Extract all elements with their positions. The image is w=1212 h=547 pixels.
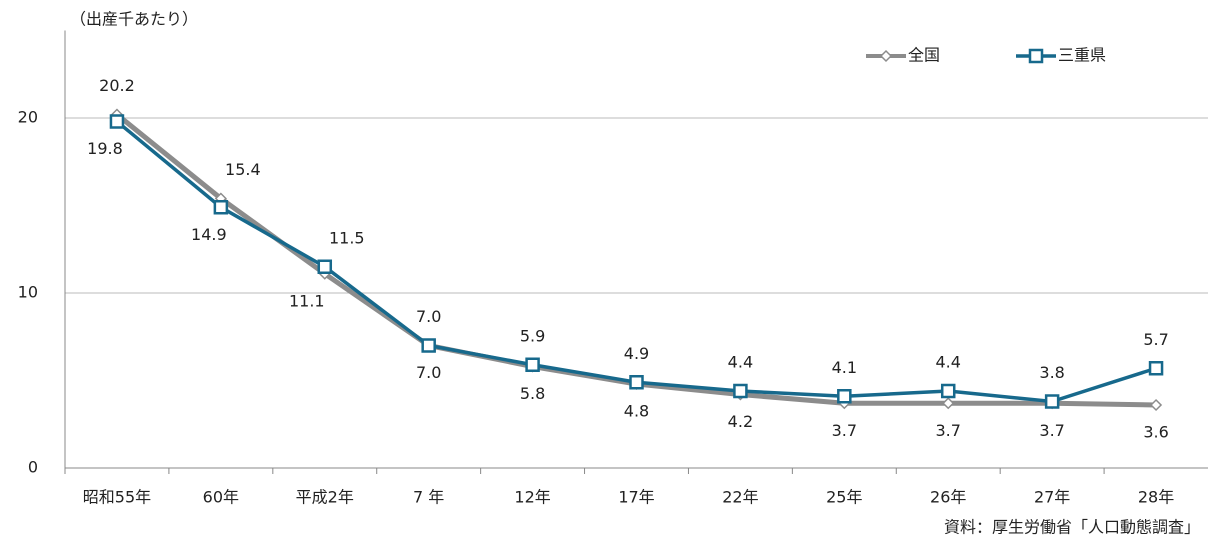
value-label: 11.5 — [329, 228, 365, 247]
marker — [109, 114, 125, 129]
marker — [837, 389, 852, 404]
y-tick-label: 0 — [28, 458, 38, 477]
marker — [525, 357, 540, 372]
value-label: 3.7 — [1039, 421, 1064, 440]
y-tick-label: 10 — [18, 283, 38, 302]
value-label: 14.9 — [191, 225, 227, 244]
legend-label: 三重県 — [1058, 46, 1106, 65]
y-tick-label: 20 — [18, 108, 38, 127]
legend-marker — [879, 49, 893, 63]
legend-label: 全国 — [908, 46, 940, 65]
value-label: 4.1 — [832, 358, 857, 377]
value-label: 3.7 — [936, 421, 961, 440]
value-label: 3.7 — [832, 421, 857, 440]
value-label: 4.4 — [936, 353, 961, 372]
value-label: 20.2 — [99, 76, 135, 95]
legend-marker — [1028, 48, 1044, 64]
value-label: 7.0 — [416, 363, 441, 382]
x-tick-label: 26年 — [930, 488, 966, 507]
marker — [317, 259, 333, 274]
source: 資料：厚生労働省「人口動態調査」 — [944, 518, 1200, 537]
marker — [1148, 361, 1164, 376]
x-tick-label: 27年 — [1034, 488, 1070, 507]
x-tick-label: 60年 — [203, 488, 239, 507]
x-tick-label: 7 年 — [413, 488, 444, 507]
marker — [629, 375, 644, 390]
marker — [213, 200, 229, 215]
marker — [940, 383, 956, 399]
value-label: 4.9 — [624, 344, 649, 363]
value-label: 3.8 — [1039, 363, 1064, 382]
x-tick-label: 17年 — [618, 488, 654, 507]
value-label: 4.4 — [728, 353, 753, 372]
x-tick-label: 22年 — [722, 488, 758, 507]
x-tick-label: 昭和55年 — [83, 488, 151, 507]
x-tick-label: 28年 — [1138, 488, 1174, 507]
x-tick-label: 25年 — [826, 488, 862, 507]
value-label: 11.1 — [289, 291, 325, 310]
value-label: 4.8 — [624, 402, 649, 421]
value-label: 5.7 — [1143, 330, 1168, 349]
marker — [733, 383, 748, 399]
marker — [1149, 398, 1163, 412]
unit-label: （出産千あたり） — [70, 10, 198, 29]
value-label: 5.8 — [520, 384, 545, 403]
x-tick-label: 12年 — [514, 488, 550, 507]
marker — [942, 397, 955, 410]
value-label: 7.0 — [416, 307, 441, 326]
marker — [421, 338, 436, 353]
value-label: 15.4 — [225, 160, 261, 179]
value-label: 19.8 — [87, 139, 123, 158]
marker — [1044, 394, 1060, 409]
value-label: 4.2 — [728, 412, 753, 431]
value-label: 3.6 — [1143, 423, 1168, 442]
x-tick-label: 平成2年 — [296, 488, 354, 507]
value-label: 5.9 — [520, 326, 545, 345]
